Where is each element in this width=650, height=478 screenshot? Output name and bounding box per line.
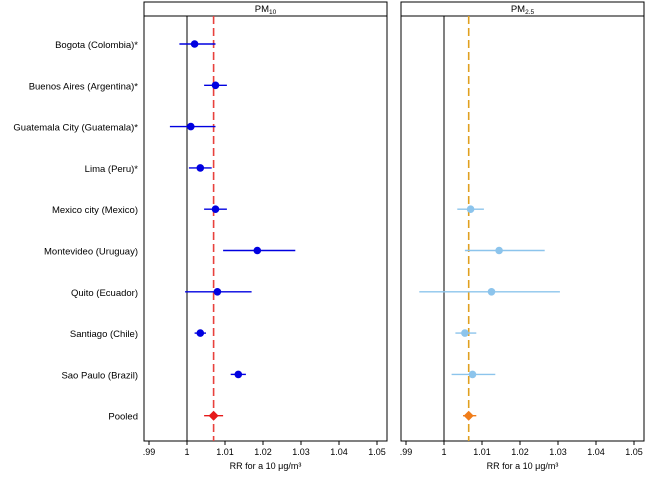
estimate-marker [211, 81, 220, 90]
row-label: Mexico city (Mexico) [52, 205, 138, 216]
x-tick-label: .99 [400, 447, 413, 457]
panel-plot-frame [400, 15, 645, 442]
pooled-estimate-marker [208, 410, 219, 421]
x-tick-label: 1.02 [254, 447, 272, 457]
x-tick-label: 1.03 [549, 447, 567, 457]
panel-title: PM2.5 [511, 4, 535, 16]
estimate-marker [487, 288, 496, 296]
estimate-marker [234, 370, 243, 379]
x-tick-label: 1.01 [473, 447, 491, 457]
row-label: Buenos Aires (Argentina)* [29, 81, 139, 92]
row-label: Sao Paulo (Brazil) [61, 370, 138, 381]
estimate-marker [211, 205, 220, 213]
row-label: Guatemala City (Guatemala)* [13, 123, 138, 134]
row-label: Pooled [108, 412, 138, 423]
row-label: Montevideo (Uruguay) [44, 247, 138, 258]
estimate-marker [213, 288, 222, 296]
estimate-marker [461, 329, 469, 337]
x-tick-label: 1.05 [625, 447, 643, 457]
row-label: Santiago (Chile) [70, 329, 138, 340]
row-label: Quito (Ecuador) [71, 288, 138, 299]
pooled-estimate-marker [463, 410, 474, 421]
row-label: Lima (Peru)* [85, 164, 139, 175]
estimate-marker [466, 205, 475, 213]
estimate-marker [196, 329, 205, 337]
x-tick-label: .99 [143, 447, 156, 457]
x-tick-label: 1.05 [368, 447, 386, 457]
x-tick-label: 1.03 [292, 447, 310, 457]
x-tick-label: 1.04 [587, 447, 605, 457]
x-tick-label: 1.04 [330, 447, 348, 457]
estimate-marker [196, 164, 205, 172]
estimate-marker [253, 246, 262, 255]
row-label: Bogota (Colombia)* [55, 40, 138, 51]
x-tick-label: 1.02 [511, 447, 529, 457]
estimate-marker [468, 370, 477, 379]
x-tick-label: 1 [441, 447, 446, 457]
x-axis-label: RR for a 10 μg/m³ [230, 461, 302, 471]
x-tick-label: 1 [184, 447, 189, 457]
x-axis-label: RR for a 10 μg/m³ [487, 461, 559, 471]
panel-plot-frame [143, 15, 388, 442]
x-tick-label: 1.01 [216, 447, 234, 457]
estimate-marker [187, 122, 195, 131]
estimate-marker [495, 246, 503, 255]
estimate-marker [190, 40, 199, 48]
panel-title: PM10 [255, 4, 277, 16]
